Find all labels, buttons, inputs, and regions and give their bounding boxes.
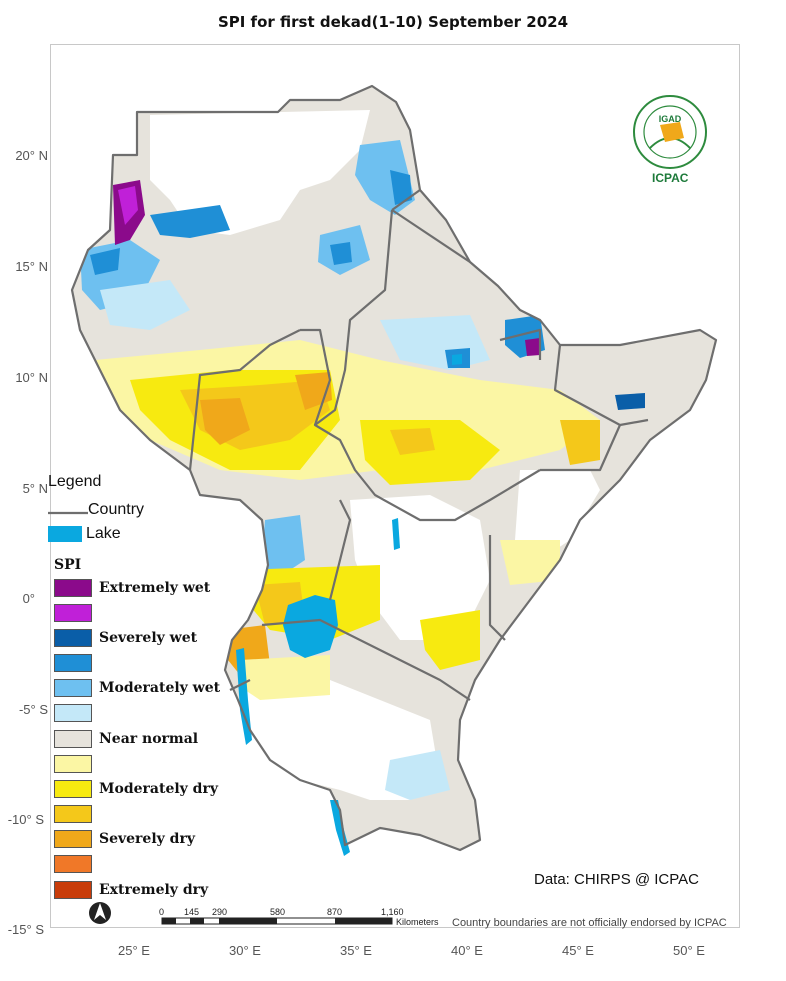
spi-label: Near normal	[99, 731, 199, 747]
map-frame	[50, 44, 740, 928]
lon-label: 25° E	[118, 943, 150, 958]
wet-very-nw	[118, 186, 138, 225]
spi-label: Extremely dry	[99, 882, 209, 898]
map-title: SPI for first dekad(1-10) September 2024	[217, 13, 569, 31]
country-borders	[70, 84, 718, 852]
lat-label: -15° S	[7, 922, 44, 937]
spi-class: Extremely dry	[54, 880, 208, 900]
lake-victoria	[283, 595, 338, 658]
country-line-icon	[48, 511, 88, 514]
lon-label: 45° E	[562, 943, 594, 958]
legend-lake-label: Lake	[86, 525, 121, 542]
lake-turkana	[392, 518, 400, 550]
dry-tanzania	[240, 655, 330, 700]
lon-label: 40° E	[451, 943, 483, 958]
spi-swatch	[54, 654, 92, 672]
spi-label: Moderately wet	[99, 680, 221, 696]
spi-label: Extremely wet	[99, 580, 211, 596]
spi-class: Severely wet	[54, 628, 197, 648]
spi-legend-title: SPI	[54, 557, 82, 573]
spi-swatch	[54, 780, 92, 798]
spi-class: Extremely wet	[54, 578, 210, 598]
spi-class: Moderately dry	[54, 779, 218, 799]
lat-label: -10° S	[7, 812, 44, 827]
wet-eritrea-pink	[525, 338, 540, 356]
igad-icpac-logo-icon: IGAD	[633, 95, 707, 169]
data-source: Data: CHIRPS @ ICPAC	[534, 871, 699, 888]
spi-class	[54, 603, 99, 623]
spi-class: Severely dry	[54, 829, 195, 849]
scale-tick: 290	[212, 907, 228, 917]
spi-swatch	[54, 629, 92, 647]
north-arrow-icon	[89, 902, 111, 924]
wet-severe-nw	[90, 248, 120, 275]
spi-class	[54, 804, 99, 824]
wet-somalia-east	[615, 393, 645, 410]
legend-lake: Lake	[48, 525, 121, 543]
wet-uganda	[262, 515, 305, 580]
spi-swatch	[54, 704, 92, 722]
lat-label: 10° N	[15, 370, 48, 385]
spi-swatch	[54, 830, 92, 848]
dry-strong-ss	[200, 398, 250, 445]
scale-tick: 580	[270, 907, 286, 917]
spi-swatch	[54, 604, 92, 622]
spi-swatch	[54, 855, 92, 873]
spi-swatch	[54, 881, 92, 899]
lat-label: 0°	[22, 591, 35, 606]
lat-label: 5° N	[22, 481, 48, 496]
spi-label: Severely wet	[99, 630, 198, 646]
scale-tick: 0	[159, 907, 165, 917]
spi-label: Moderately dry	[99, 781, 218, 797]
spi-swatch	[54, 730, 92, 748]
spi-class	[54, 854, 99, 874]
legend-title: Legend	[48, 473, 102, 490]
legend-country-label: Country	[88, 501, 145, 518]
spi-swatch	[54, 679, 92, 697]
scale-tick: 1,160	[381, 907, 404, 917]
spi-class	[54, 754, 99, 774]
legend-country: Country	[48, 501, 144, 519]
scale-tick: 870	[327, 907, 343, 917]
scale-unit: Kilometers	[396, 917, 439, 927]
scale-tick: 145	[184, 907, 200, 917]
lat-label: 15° N	[15, 259, 48, 274]
lat-label: 20° N	[15, 148, 48, 163]
lon-label: 50° E	[673, 943, 705, 958]
nodata-somalia	[515, 470, 600, 560]
spi-class	[54, 703, 99, 723]
lat-label: -5° S	[18, 702, 48, 717]
lake-tana	[452, 354, 462, 365]
spi-swatch	[54, 805, 92, 823]
spi-swatch	[54, 579, 92, 597]
nodata-kenya	[350, 495, 490, 640]
wet-chad	[150, 205, 230, 238]
logo-caption: ICPAC	[652, 171, 689, 185]
wet-tanzania-south	[385, 750, 450, 800]
lake-swatch	[48, 525, 82, 542]
dry-somalia-south	[500, 540, 560, 585]
disclaimer: Country boundaries are not officially en…	[452, 917, 727, 929]
lon-label: 35° E	[340, 943, 372, 958]
nodata-sahara	[150, 110, 370, 235]
spi-swatch	[54, 755, 92, 773]
lon-label: 30° E	[229, 943, 261, 958]
lake-tanganyika	[236, 648, 252, 745]
svg-text:IGAD: IGAD	[659, 114, 682, 124]
wet-sudan-north-dark	[390, 170, 412, 205]
wet-sudan-dark	[330, 242, 352, 265]
spi-class	[54, 653, 99, 673]
spi-class: Near normal	[54, 729, 198, 749]
dry-ethiopia-heavy	[390, 428, 435, 455]
dry-kenya-coast	[420, 610, 480, 670]
spi-class: Moderately wet	[54, 678, 220, 698]
dry-somalia	[560, 420, 600, 465]
spi-label: Severely dry	[99, 831, 195, 847]
scale-bar	[161, 917, 393, 925]
wet-light-nw	[100, 280, 190, 330]
